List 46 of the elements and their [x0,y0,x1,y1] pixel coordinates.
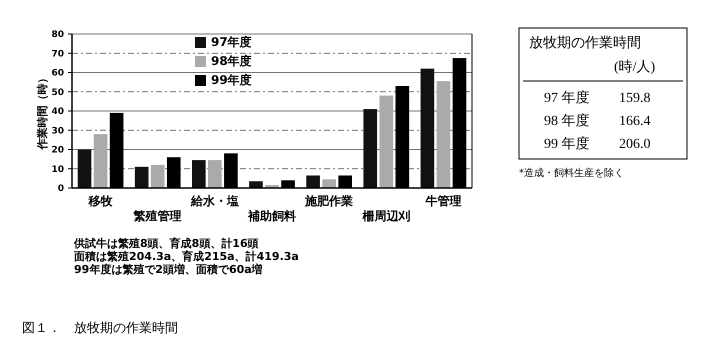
legend-label: 98年度 [211,54,252,68]
text: 放牧期の作業時間 [529,35,641,51]
text: 166.4 [619,114,650,129]
text: 206.0 [619,137,650,152]
bar [78,150,92,188]
y-tick-label: 80 [51,30,64,40]
bar [436,81,450,188]
y-tick-label: 70 [51,49,64,60]
y-tick-label: 20 [51,146,64,156]
text: (時/人) [614,59,656,75]
x-tick-label: 牛管理 [424,194,462,208]
bar [208,160,222,188]
bar [150,164,165,188]
caption: 図１． 放牧期の作業時間 [22,320,178,335]
bar [379,96,394,188]
text: *造成・飼料生産を除く [519,167,624,179]
bar [94,134,108,188]
x-tick-label: 給水・塩 [190,194,239,208]
category-label: 97 年度 [544,90,590,106]
text: 159.8 [619,91,650,106]
legend-label: 97年度 [211,35,252,50]
y-tick-label: 0 [58,184,64,194]
bar [134,166,148,188]
y-tick-label: 50 [51,88,64,98]
text: 面積は繁殖204.3a、育成215a、計419.3a [73,250,299,263]
bar [192,160,206,188]
bar [322,179,336,188]
x-tick-label: 柵周辺刈 [361,209,410,223]
bar [363,109,378,188]
bar [249,181,263,188]
x-tick-label: 補助飼料 [247,209,296,223]
legend-label: 99年度 [211,73,252,88]
y-tick-label: 60 [51,68,64,79]
x-tick-label: 繁殖管理 [132,209,182,223]
text: 99年度は繁殖で2頭増、面積で60a増 [74,263,263,276]
y-tick-label: 40 [51,107,64,118]
y-tick-label: 30 [51,126,64,136]
x-tick-label: 施肥作業 [304,194,354,208]
bar [306,175,320,188]
category-label: 99 年度 [544,136,590,152]
text: 供試牛は繁殖8頭、育成8頭、計16頭 [73,237,259,250]
x-tick-label: 移牧 [88,194,114,208]
category-label: 98 年度 [544,113,590,129]
bar [420,68,434,188]
y-tick-label: 10 [51,164,64,175]
y-axis-title: 作業時間（時） [36,72,49,150]
